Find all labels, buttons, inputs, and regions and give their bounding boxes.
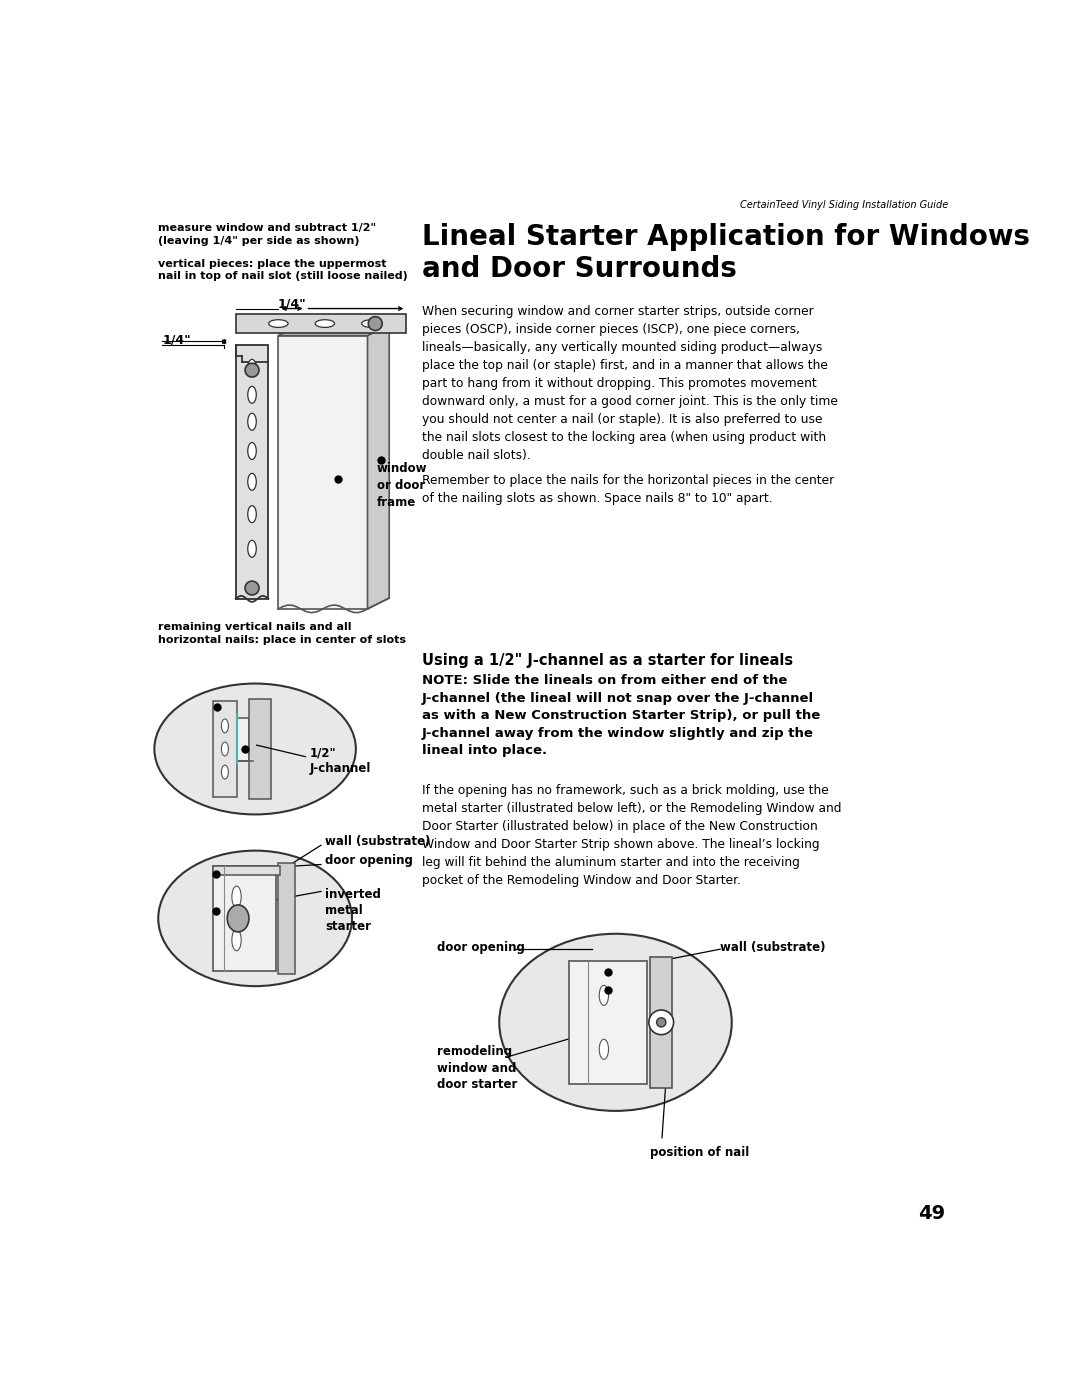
Text: window
or door
frame: window or door frame xyxy=(377,462,428,509)
Ellipse shape xyxy=(227,905,248,932)
Text: wall (substrate): wall (substrate) xyxy=(720,942,825,954)
Circle shape xyxy=(368,317,382,331)
Ellipse shape xyxy=(159,851,352,986)
Ellipse shape xyxy=(247,443,256,460)
Ellipse shape xyxy=(232,929,241,951)
Ellipse shape xyxy=(232,886,241,908)
Polygon shape xyxy=(650,957,672,1088)
Ellipse shape xyxy=(221,719,228,733)
Text: 49: 49 xyxy=(918,1204,945,1222)
Text: When securing window and corner starter strips, outside corner
pieces (OSCP), in: When securing window and corner starter … xyxy=(422,305,838,461)
Text: wall (substrate): wall (substrate) xyxy=(325,835,430,848)
Text: NOTE: Slide the lineals on from either end of the
J-channel (the lineal will not: NOTE: Slide the lineals on from either e… xyxy=(422,675,820,757)
Polygon shape xyxy=(569,961,647,1084)
Text: 1/4": 1/4" xyxy=(278,298,306,310)
Text: door opening: door opening xyxy=(437,942,525,954)
Text: If the opening has no framework, such as a brick molding, use the
metal starter : If the opening has no framework, such as… xyxy=(422,784,841,887)
Text: and Door Surrounds: and Door Surrounds xyxy=(422,256,737,284)
Text: 1/2"
J-channel: 1/2" J-channel xyxy=(309,746,370,775)
Polygon shape xyxy=(248,698,271,799)
Ellipse shape xyxy=(315,320,335,327)
Ellipse shape xyxy=(221,742,228,756)
Ellipse shape xyxy=(269,320,288,327)
Text: remodeling
window and
door starter: remodeling window and door starter xyxy=(437,1045,517,1091)
Circle shape xyxy=(245,581,259,595)
Ellipse shape xyxy=(247,387,256,404)
Text: remaining vertical nails and all
horizontal nails: place in center of slots: remaining vertical nails and all horizon… xyxy=(159,622,406,645)
Polygon shape xyxy=(279,335,367,609)
Polygon shape xyxy=(367,324,389,609)
Polygon shape xyxy=(213,701,238,796)
Ellipse shape xyxy=(154,683,356,814)
Text: Remember to place the nails for the horizontal pieces in the center
of the naili: Remember to place the nails for the hori… xyxy=(422,474,834,506)
Ellipse shape xyxy=(499,933,732,1111)
Ellipse shape xyxy=(362,320,381,327)
Ellipse shape xyxy=(247,541,256,557)
Text: Using a 1/2" J-channel as a starter for lineals: Using a 1/2" J-channel as a starter for … xyxy=(422,652,793,668)
Polygon shape xyxy=(235,314,406,334)
Text: 1/4": 1/4" xyxy=(162,334,191,346)
Circle shape xyxy=(245,363,259,377)
Text: vertical pieces: place the uppermost
nail in top of nail slot (still loose naile: vertical pieces: place the uppermost nai… xyxy=(159,258,408,281)
Circle shape xyxy=(657,1018,666,1027)
Ellipse shape xyxy=(247,414,256,430)
Ellipse shape xyxy=(599,985,608,1006)
Polygon shape xyxy=(279,863,296,974)
Polygon shape xyxy=(279,324,389,335)
Ellipse shape xyxy=(599,1039,608,1059)
Ellipse shape xyxy=(247,474,256,490)
Circle shape xyxy=(649,1010,674,1035)
Text: door opening: door opening xyxy=(325,854,413,868)
Ellipse shape xyxy=(247,359,256,376)
Text: measure window and subtract 1/2"
(leaving 1/4" per side as shown): measure window and subtract 1/2" (leavin… xyxy=(159,224,376,246)
Polygon shape xyxy=(235,345,268,599)
Text: Lineal Starter Application for Windows: Lineal Starter Application for Windows xyxy=(422,224,1029,251)
Polygon shape xyxy=(213,866,276,971)
Ellipse shape xyxy=(247,506,256,522)
Polygon shape xyxy=(238,718,248,760)
Text: inverted
metal
starter: inverted metal starter xyxy=(325,887,381,933)
Text: CertainTeed Vinyl Siding Installation Guide: CertainTeed Vinyl Siding Installation Gu… xyxy=(741,200,948,210)
Polygon shape xyxy=(213,866,280,876)
Text: position of nail: position of nail xyxy=(650,1146,750,1158)
Ellipse shape xyxy=(221,766,228,780)
